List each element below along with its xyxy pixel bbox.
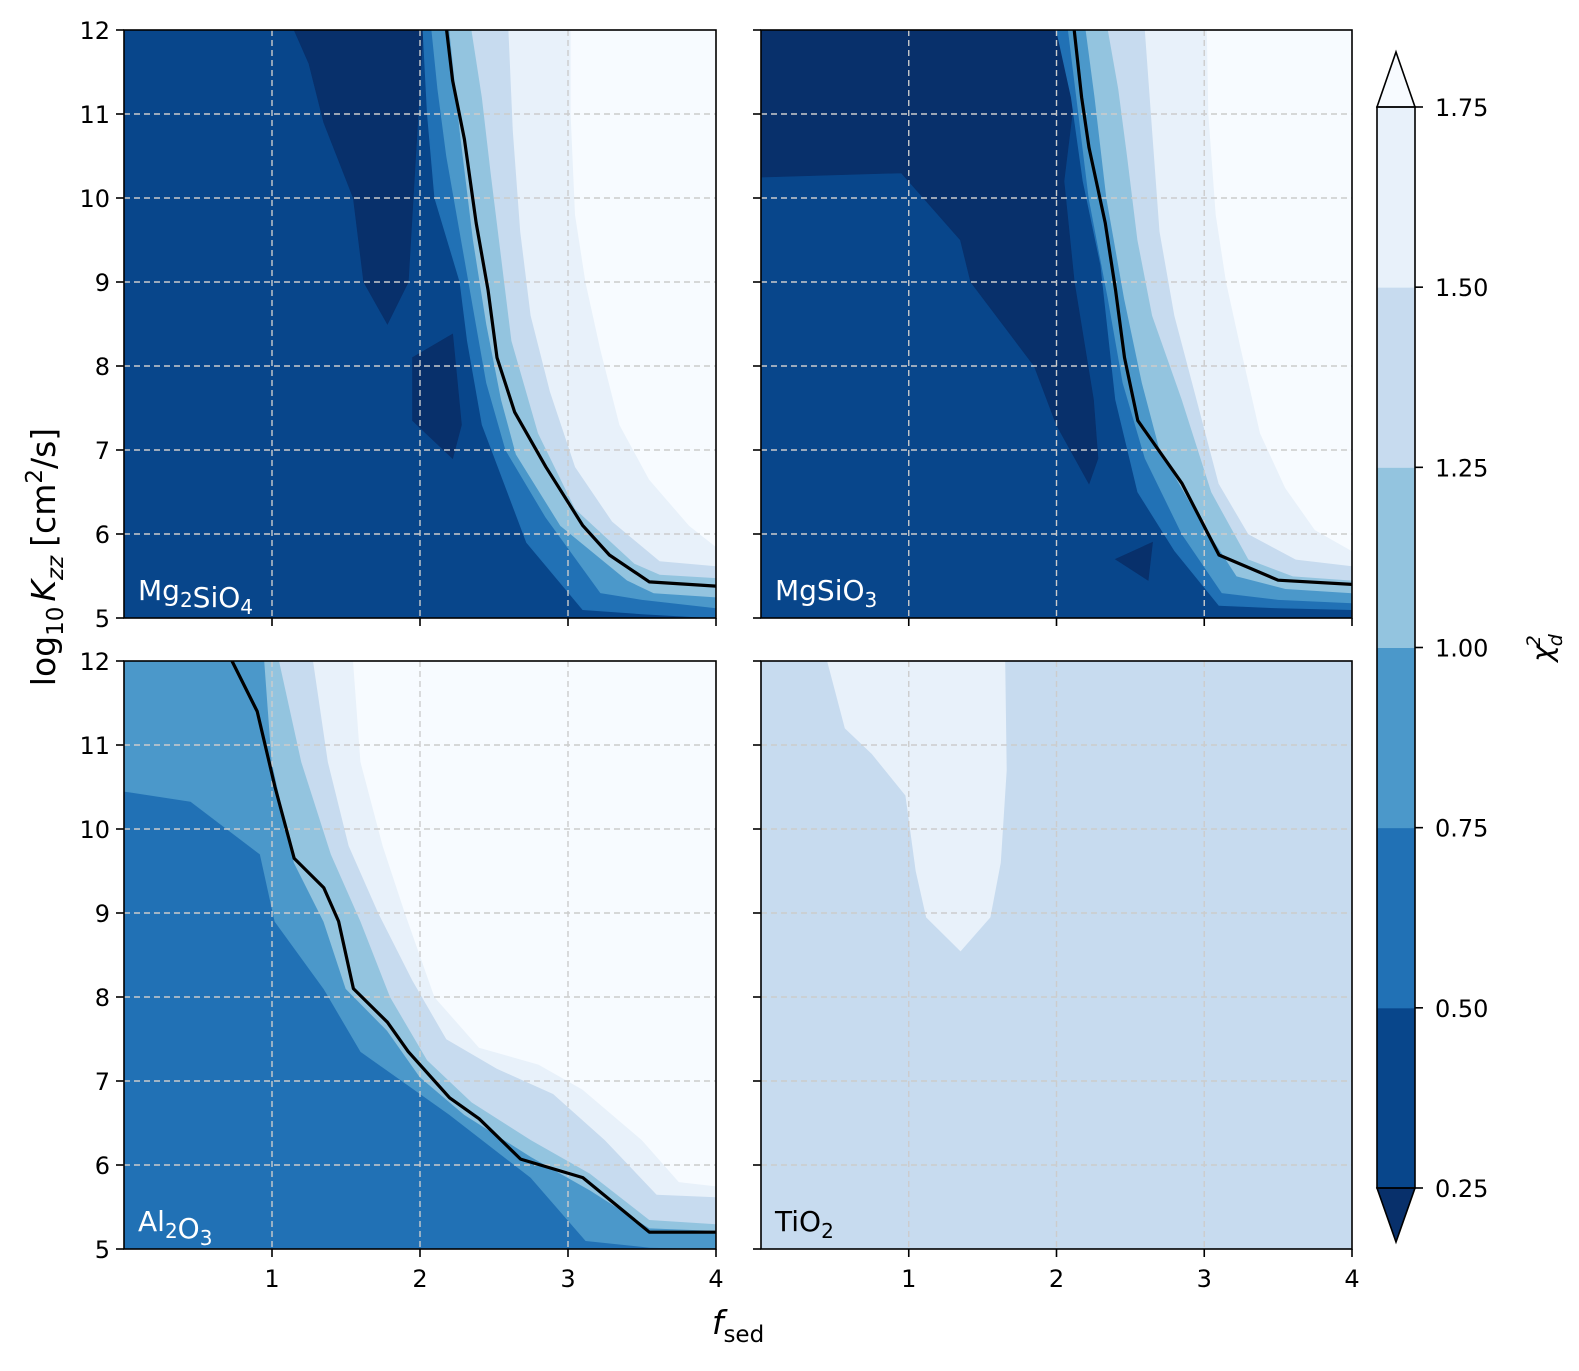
chi2-unity-contour [445, 30, 716, 588]
y-tick-label: 10 [79, 816, 110, 844]
contour-region [1206, 30, 1352, 552]
x-tick-label: 1 [901, 1265, 916, 1293]
colorbar-tick-label: 0.50 [1435, 995, 1488, 1023]
y-tick-label: 6 [95, 521, 110, 549]
colorbar-band [1377, 827, 1415, 1009]
contour-region [570, 30, 716, 548]
contour-region [412, 333, 462, 460]
contour-region [1114, 541, 1153, 581]
y-axis-label: log10Kzz[cm2/s] [22, 428, 69, 686]
x-tick-label: 2 [412, 1265, 427, 1293]
colorbar: 0.25 0.50 0.75 1.00 1.25 1.50 1.75 [1375, 49, 1488, 1245]
panel-3: 1 2 3 4 TiO2 [753, 660, 1360, 1293]
colorbar-label: χ2d [1523, 633, 1567, 664]
colorbar-band [1377, 647, 1415, 829]
y-tick-label: 7 [95, 1068, 110, 1096]
contour-region [352, 661, 716, 1187]
contour-region [761, 30, 1099, 485]
colorbar-tick-label: 1.25 [1435, 454, 1488, 482]
x-tick-label: 3 [1197, 1265, 1212, 1293]
y-tick-label: 9 [95, 269, 110, 297]
y-tick-label: 6 [95, 1152, 110, 1180]
colorbar-extend-max [1375, 49, 1417, 108]
panel-label: Mg2SiO4 [138, 574, 253, 619]
contour-region [827, 661, 1007, 952]
y-tick-label: 10 [79, 185, 110, 213]
y-tick-label: 5 [95, 605, 110, 633]
chi2-unity-contour [230, 661, 716, 1234]
colorbar-extend-min [1375, 1187, 1417, 1245]
x-tick-label: 1 [264, 1265, 279, 1293]
y-tick-label: 8 [95, 353, 110, 381]
colorbar-tick-label: 1.00 [1435, 635, 1488, 663]
x-tick-label: 4 [708, 1265, 723, 1293]
y-tick-label: 7 [95, 437, 110, 465]
x-axis-label: fsed [712, 1303, 764, 1348]
colorbar-tick-label: 1.75 [1435, 94, 1488, 122]
x-tick-label: 2 [1049, 1265, 1064, 1293]
x-tick-label: 3 [560, 1265, 575, 1293]
y-tick-label: 12 [79, 17, 110, 45]
panel-label: Al2O3 [138, 1205, 212, 1250]
colorbar-tick-label: 0.25 [1435, 1175, 1488, 1203]
colorbar-tick-label: 0.75 [1435, 815, 1488, 843]
panel-label: TiO2 [774, 1205, 834, 1243]
x-tick-label: 4 [1344, 1265, 1359, 1293]
colorbar-band [1377, 467, 1415, 648]
panel-1: MgSiO3 [753, 29, 1353, 626]
y-tick-label: 8 [95, 984, 110, 1012]
panel-label: MgSiO3 [775, 574, 877, 612]
colorbar-band [1377, 1007, 1415, 1189]
y-tick-label: 5 [95, 1236, 110, 1264]
y-tick-label: 12 [79, 648, 110, 676]
colorbar-tick-label: 1.50 [1435, 274, 1488, 302]
chi2-unity-contour [1072, 30, 1352, 586]
y-tick-label: 9 [95, 900, 110, 928]
y-tick-label: 11 [79, 101, 110, 129]
colorbar-band [1377, 287, 1415, 468]
y-tick-label: 11 [79, 732, 110, 760]
panel-0: 5 6 7 8 9 10 11 12 Mg2SiO4 [79, 17, 717, 633]
colorbar-band [1377, 107, 1415, 288]
